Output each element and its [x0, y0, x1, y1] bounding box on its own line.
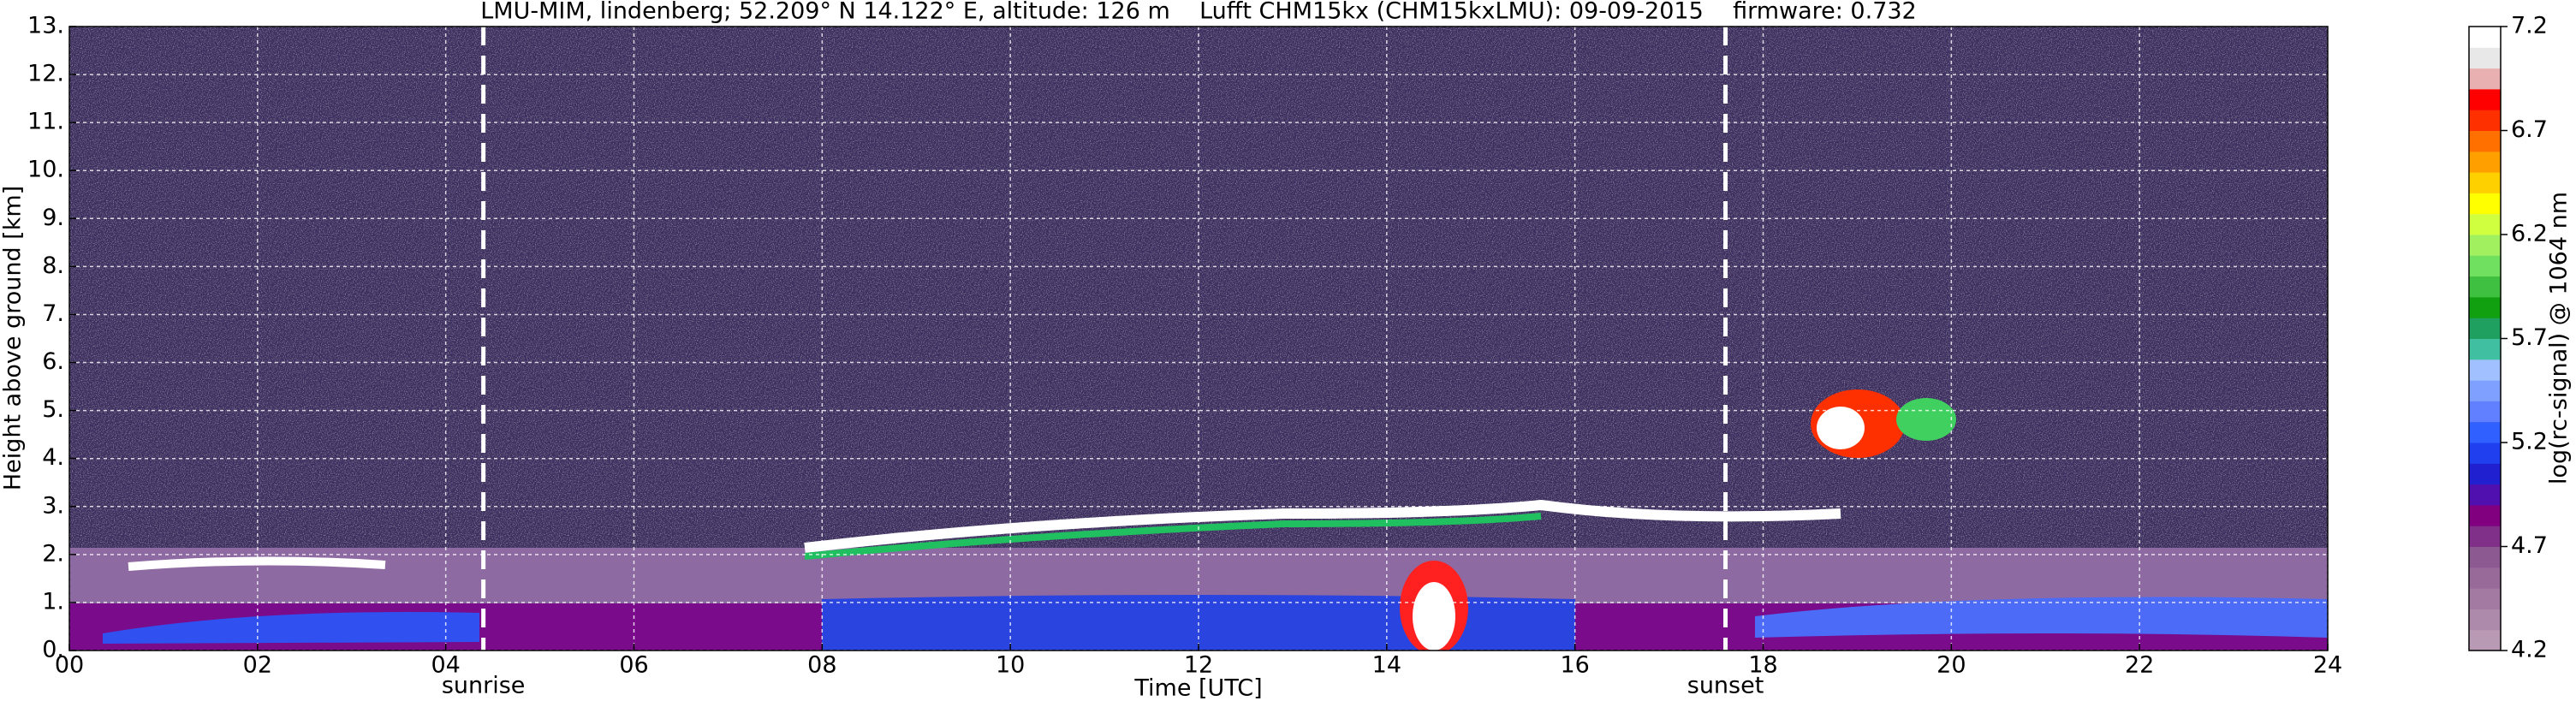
y-tick-label: 1. [42, 588, 64, 615]
x-tick-label: 20 [1936, 652, 1966, 679]
colorbar-label: log(rc-signal) @ 1064 nm [2546, 192, 2573, 484]
y-tick-label: 0. [42, 637, 64, 663]
colorbar-segment [2469, 27, 2501, 48]
colorbar-segment [2469, 609, 2501, 631]
colorbar-segment [2469, 484, 2501, 506]
colorbar-tick-label: 5.7 [2511, 324, 2548, 351]
colorbar-tick-label: 6.2 [2511, 221, 2548, 247]
y-tick-label: 10. [27, 157, 64, 183]
colorbar-segment [2469, 296, 2501, 318]
colorbar-segment [2469, 504, 2501, 526]
aerosol [103, 612, 479, 644]
cloud [804, 499, 1841, 553]
colorbar-segment [2469, 443, 2501, 464]
y-tick-label: 5. [42, 396, 64, 423]
colorbar-segment [2469, 88, 2501, 110]
colorbar-segment [2469, 401, 2501, 423]
y-tick-label: 7. [42, 300, 64, 327]
cloud-edge [804, 513, 1542, 560]
colorbar-tick-label: 4.2 [2511, 637, 2548, 663]
x-tick-label: 14 [1372, 652, 1401, 679]
x-tick-label: 12 [1184, 652, 1213, 679]
cloud [1413, 582, 1455, 651]
colorbar-segment [2469, 276, 2501, 298]
y-tick-label: 2. [42, 540, 64, 567]
y-tick-label: 6. [42, 348, 64, 375]
y-axis-label: Height above ground [km] [0, 186, 27, 490]
colorbar-segment [2469, 463, 2501, 485]
x-tick-label: 04 [431, 652, 460, 679]
plot-frame [68, 26, 2329, 651]
y-tick-label: 12. [27, 61, 64, 87]
colorbar-tick-label: 7.2 [2511, 13, 2548, 39]
colorbar-segment [2469, 546, 2501, 568]
y-tick-label: 11. [27, 109, 64, 135]
colorbar-tick-label: 6.7 [2511, 116, 2548, 143]
chart-title: LMU-MIM, lindenberg; 52.209° N 14.122° E… [480, 0, 1916, 25]
colorbar-segment [2469, 359, 2501, 381]
colorbar-segment [2469, 110, 2501, 131]
x-tick-label: 10 [996, 652, 1025, 679]
colorbar-segment [2469, 151, 2501, 173]
colorbar-segment [2469, 47, 2501, 69]
x-tick-label: 16 [1560, 652, 1589, 679]
cloud [1896, 398, 1956, 441]
x-tick-label: 22 [2125, 652, 2154, 679]
colorbar-segment [2469, 235, 2501, 256]
colorbar-segment [2469, 130, 2501, 152]
x-tick-label: 06 [619, 652, 648, 679]
colorbar-segment [2469, 68, 2501, 90]
colorbar-segment [2469, 567, 2501, 589]
colorbar-segment [2469, 255, 2501, 277]
colorbar-segment [2469, 380, 2501, 401]
axes: 00 02 04 06 08 10 12 14 16 18 20 22 24 0. 1. 2. 3. 4. 5. 6.… [27, 13, 2548, 699]
colorbar-segment [2469, 629, 2501, 651]
x-tick-label: 02 [243, 652, 272, 679]
x-axis-label: Time [UTC] [1133, 675, 1262, 702]
colorbar-segment [2469, 172, 2501, 193]
x-tick-label: 18 [1748, 652, 1777, 679]
y-tick-label: 13. [27, 13, 64, 39]
annotation-label: sunset [1687, 673, 1764, 699]
colorbar-segment [2469, 213, 2501, 235]
annotation-label: sunrise [442, 673, 526, 699]
aerosol [1755, 597, 2328, 638]
x-tick-label: 24 [2313, 652, 2342, 679]
colorbar-segment [2469, 526, 2501, 547]
y-tick-label: 3. [42, 492, 64, 519]
cloud [128, 556, 386, 571]
cloud [1817, 407, 1865, 449]
x-tick-label: 08 [807, 652, 836, 679]
y-tick-label: 8. [42, 253, 64, 279]
colorbar-segment [2469, 338, 2501, 360]
colorbar-segment [2469, 193, 2501, 215]
colorbar-tick-label: 5.2 [2511, 429, 2548, 455]
y-tick-label: 9. [42, 205, 64, 231]
y-tick-label: 4. [42, 444, 64, 471]
colorbar-segment [2469, 588, 2501, 609]
colorbar-tick-label: 4.7 [2511, 532, 2548, 559]
colorbar-segment [2469, 421, 2501, 443]
colorbar-segment [2469, 318, 2501, 339]
signal-field [69, 27, 2328, 651]
x-tick-label: 00 [55, 652, 84, 679]
